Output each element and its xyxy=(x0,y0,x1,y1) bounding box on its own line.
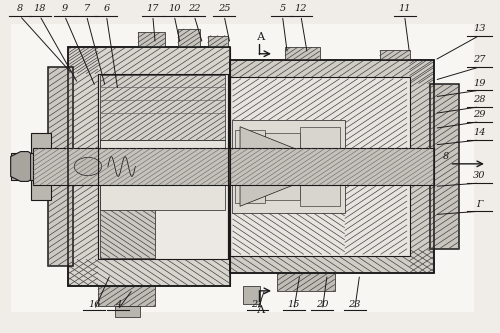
Polygon shape xyxy=(30,133,50,200)
Text: Г: Г xyxy=(476,199,482,208)
Text: 27: 27 xyxy=(473,55,486,64)
Text: 5: 5 xyxy=(280,4,285,13)
Text: 8: 8 xyxy=(16,4,23,13)
Polygon shape xyxy=(33,148,434,185)
Polygon shape xyxy=(208,36,228,47)
Polygon shape xyxy=(116,306,140,317)
Text: 8: 8 xyxy=(443,152,449,161)
Text: 9: 9 xyxy=(62,4,68,13)
Text: 14: 14 xyxy=(473,128,486,137)
Polygon shape xyxy=(242,286,260,304)
Polygon shape xyxy=(98,286,156,306)
Polygon shape xyxy=(300,127,340,206)
Text: 7: 7 xyxy=(84,4,89,13)
Text: 13: 13 xyxy=(473,24,486,33)
Circle shape xyxy=(60,148,116,185)
Polygon shape xyxy=(278,273,335,291)
Polygon shape xyxy=(230,60,434,273)
Polygon shape xyxy=(230,77,410,256)
Text: 25: 25 xyxy=(218,4,230,13)
Text: 17: 17 xyxy=(146,4,159,13)
Polygon shape xyxy=(98,74,228,259)
Polygon shape xyxy=(265,133,300,200)
Polygon shape xyxy=(235,130,265,203)
Polygon shape xyxy=(430,84,460,249)
Text: 20: 20 xyxy=(316,300,328,309)
Text: 4: 4 xyxy=(114,300,121,309)
Text: 22: 22 xyxy=(188,4,200,13)
Polygon shape xyxy=(380,50,410,60)
Polygon shape xyxy=(138,32,165,47)
Polygon shape xyxy=(68,47,230,286)
Polygon shape xyxy=(232,120,344,213)
Text: 10: 10 xyxy=(168,4,180,13)
Polygon shape xyxy=(100,75,225,140)
Text: 21: 21 xyxy=(251,300,264,309)
Text: 11: 11 xyxy=(398,4,411,13)
Text: 6: 6 xyxy=(104,4,110,13)
Text: 15: 15 xyxy=(288,300,300,309)
Polygon shape xyxy=(10,152,30,181)
Text: А: А xyxy=(258,32,266,42)
Polygon shape xyxy=(48,67,73,266)
Text: 29: 29 xyxy=(473,110,486,119)
Text: 12: 12 xyxy=(294,4,307,13)
Circle shape xyxy=(74,158,102,175)
Text: 16: 16 xyxy=(88,300,101,309)
Text: 30: 30 xyxy=(473,171,486,180)
Text: 23: 23 xyxy=(348,300,361,309)
Text: 19: 19 xyxy=(473,79,486,88)
Polygon shape xyxy=(240,127,340,206)
Text: А: А xyxy=(258,305,266,315)
Polygon shape xyxy=(178,29,200,47)
Text: 28: 28 xyxy=(473,95,486,104)
Polygon shape xyxy=(10,153,33,180)
Text: 18: 18 xyxy=(34,4,46,13)
Polygon shape xyxy=(100,140,156,258)
Polygon shape xyxy=(285,47,320,60)
Polygon shape xyxy=(100,140,225,209)
Polygon shape xyxy=(10,24,474,312)
